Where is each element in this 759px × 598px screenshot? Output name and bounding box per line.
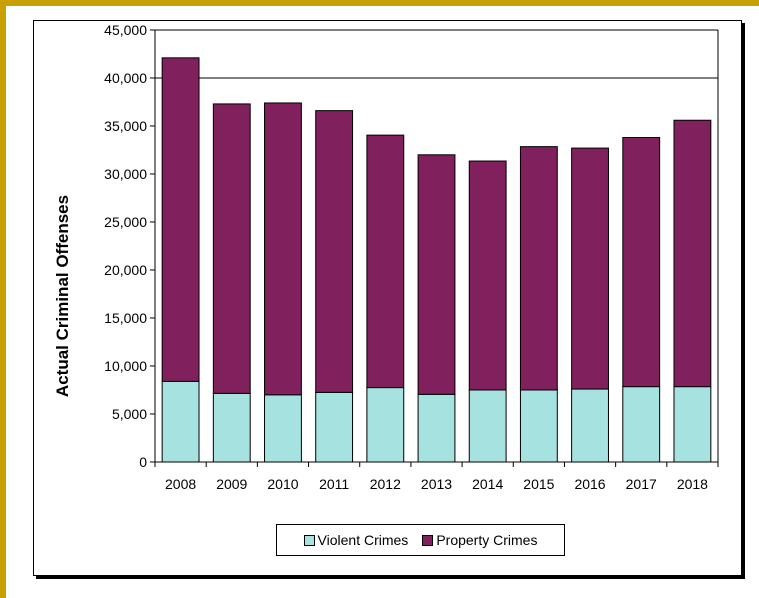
y-tick-label-8: 40,000 [104, 70, 147, 86]
bar-violent-2011 [315, 391, 354, 463]
bar-property-2015 [519, 146, 558, 391]
y-tick-label-1: 5,000 [112, 406, 147, 422]
y-tick-label-3: 15,000 [104, 310, 147, 326]
bar-property-2009 [212, 103, 251, 394]
x-tick-label-2017: 2017 [626, 476, 657, 492]
bar-violent-2015 [519, 389, 558, 463]
bar-property-2008 [161, 57, 200, 382]
y-tick-label-6: 30,000 [104, 166, 147, 182]
bar-property-2010 [264, 102, 302, 396]
x-tick-label-2013: 2013 [421, 476, 452, 492]
chart-legend: Violent Crimes Property Crimes [276, 524, 565, 556]
legend-swatch-violent [303, 534, 315, 546]
bar-violent-2018 [673, 386, 712, 463]
bar-violent-2014 [468, 389, 507, 463]
x-tick-label-2009: 2009 [216, 476, 247, 492]
y-tick-label-9: 45,000 [104, 22, 147, 38]
x-tick-label-2008: 2008 [165, 476, 196, 492]
y-tick-label-0: 0 [139, 454, 147, 470]
bar-property-2014 [468, 160, 507, 391]
bar-violent-2013 [417, 393, 456, 463]
bar-violent-2012 [366, 387, 405, 463]
bar-property-2017 [622, 137, 661, 388]
bar-violent-2017 [622, 386, 661, 463]
y-tick-label-7: 35,000 [104, 118, 147, 134]
legend-item-violent: Violent Crimes [303, 532, 409, 548]
bar-violent-2008 [161, 380, 200, 463]
x-tick-label-2014: 2014 [472, 476, 503, 492]
frame-left-border [0, 0, 6, 598]
bar-violent-2009 [212, 392, 251, 463]
x-tick-label-2015: 2015 [523, 476, 554, 492]
y-axis-title: Actual Criminal Offenses [53, 195, 72, 397]
bar-property-2013 [417, 154, 456, 395]
bar-violent-2016 [571, 388, 609, 463]
frame-top-border [0, 0, 759, 6]
x-tick-label-2016: 2016 [574, 476, 605, 492]
x-tick-label-2011: 2011 [319, 476, 349, 492]
legend-label-violent: Violent Crimes [317, 532, 409, 548]
bar-property-2011 [315, 110, 354, 393]
x-tick-label-2010: 2010 [267, 476, 298, 492]
legend-swatch-property [422, 534, 434, 546]
x-tick-label-2012: 2012 [370, 476, 401, 492]
legend-item-property: Property Crimes [422, 532, 537, 548]
y-tick-label-5: 25,000 [104, 214, 147, 230]
y-tick-label-4: 20,000 [104, 262, 147, 278]
y-tick-label-2: 10,000 [104, 358, 147, 374]
bar-property-2018 [673, 119, 712, 388]
bar-property-2012 [366, 134, 405, 389]
x-tick-label-2018: 2018 [677, 476, 708, 492]
legend-label-property: Property Crimes [436, 532, 538, 548]
bar-property-2016 [571, 147, 609, 390]
bar-violent-2010 [264, 394, 302, 463]
